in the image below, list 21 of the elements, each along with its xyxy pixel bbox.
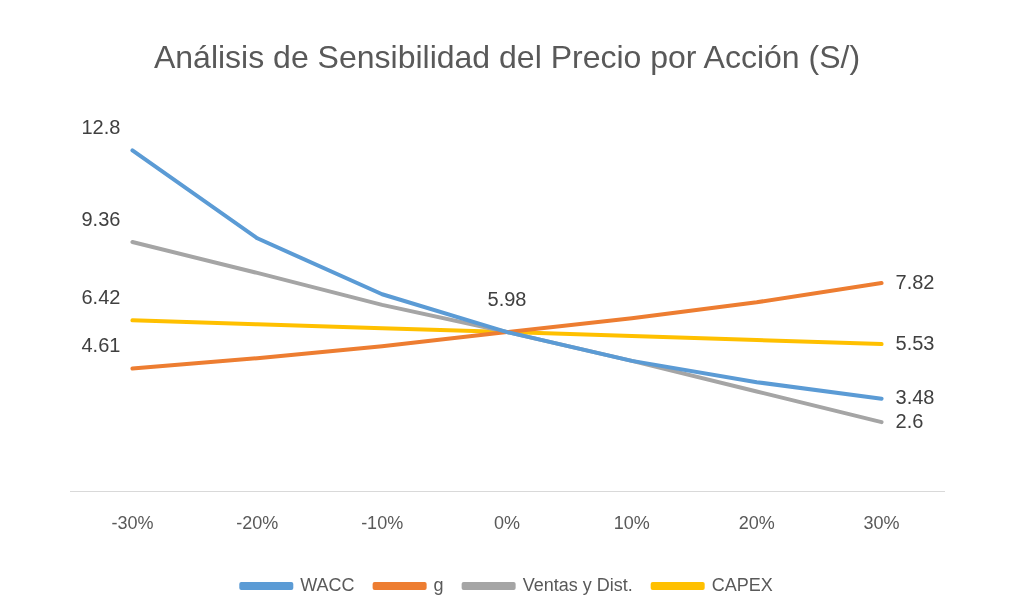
data-label: 5.53 bbox=[895, 331, 935, 354]
chart-title: Análisis de Sensibilidad del Precio por Acción (S/) bbox=[153, 39, 861, 76]
data-label: 9.36 bbox=[81, 207, 121, 230]
legend-label: CAPEX bbox=[711, 574, 773, 595]
data-label: 2.6 bbox=[895, 409, 924, 432]
x-tick-label: -20% bbox=[236, 513, 279, 534]
data-label: 7.82 bbox=[895, 270, 935, 293]
legend-label: WACC bbox=[300, 574, 355, 595]
data-label: 4.61 bbox=[81, 334, 121, 357]
legend-label: g bbox=[433, 574, 444, 595]
x-tick-label: 20% bbox=[738, 513, 775, 534]
data-label: 12.8 bbox=[81, 115, 121, 138]
data-label: 5.98 bbox=[487, 287, 527, 310]
data-label: 3.48 bbox=[895, 386, 935, 409]
x-tick-label: 30% bbox=[863, 513, 900, 534]
data-label: 6.42 bbox=[81, 285, 121, 308]
legend-label: Ventas y Dist. bbox=[522, 574, 633, 595]
x-tick-label: 10% bbox=[613, 513, 650, 534]
x-tick-label: -30% bbox=[111, 513, 154, 534]
x-tick-label: -10% bbox=[361, 513, 404, 534]
x-tick-label: 0% bbox=[493, 513, 521, 534]
